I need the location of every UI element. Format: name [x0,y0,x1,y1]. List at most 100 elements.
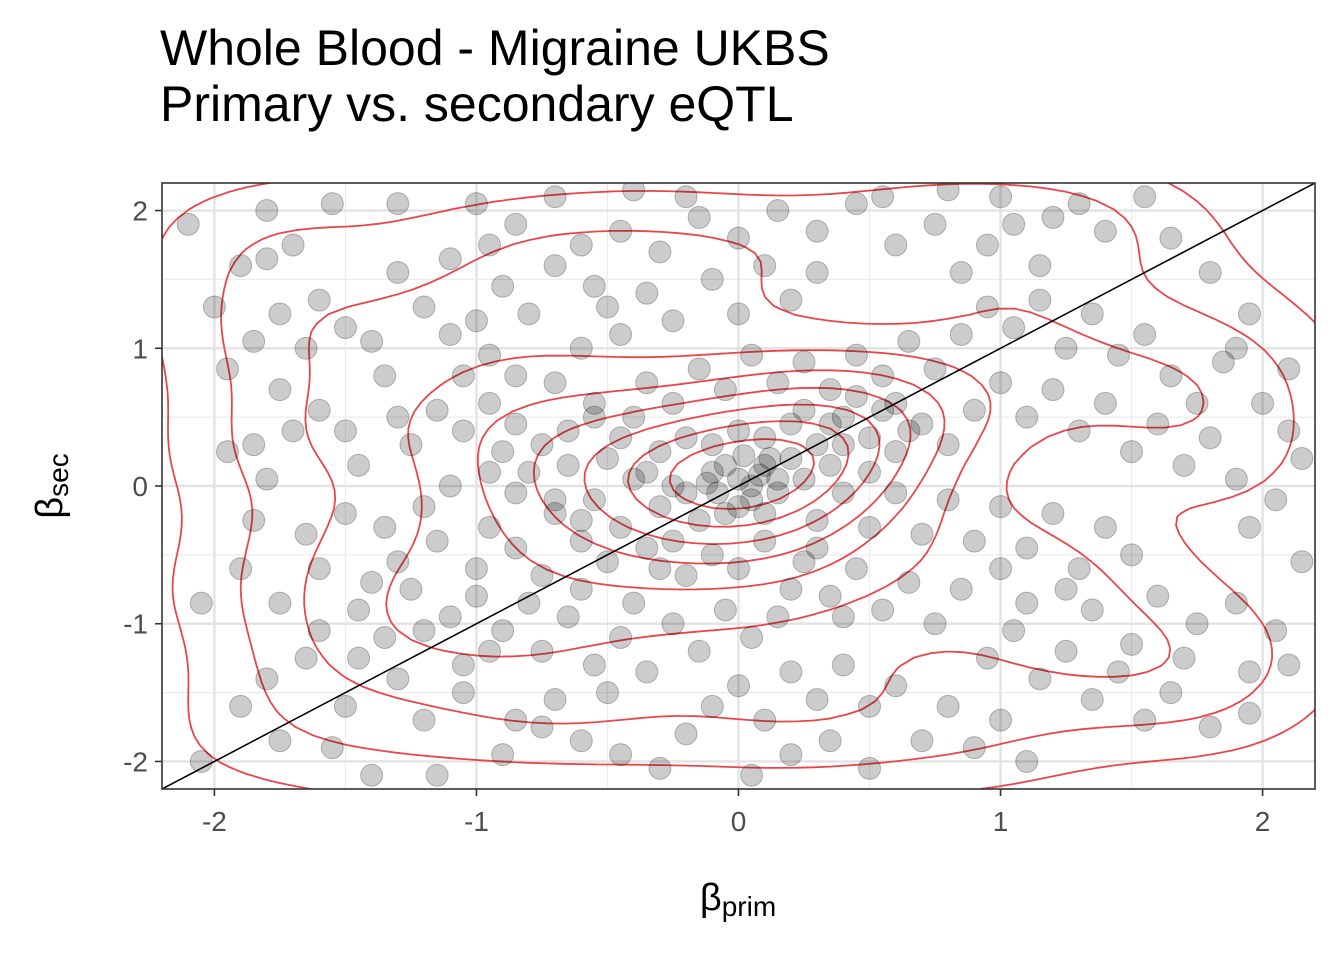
data-point [1290,446,1314,470]
data-point [713,502,737,526]
data-point [438,605,462,629]
data-point [491,440,515,464]
data-point [504,536,528,560]
data-point [1224,467,1248,491]
data-point [727,557,750,581]
data-point [1093,515,1117,539]
data-point [320,736,344,760]
data-point [674,481,698,505]
data-point [727,226,750,250]
data-point [176,212,200,236]
data-point [871,185,895,209]
data-point [818,729,842,753]
data-point [779,288,803,312]
data-point [936,694,960,718]
data-point [1237,515,1261,539]
data-point [779,743,803,767]
density-contour [220,183,1295,769]
data-point [202,295,226,319]
data-point [792,467,816,491]
data-point [818,453,842,477]
data-point [399,433,423,457]
data-point [674,426,698,450]
data-point [504,708,528,732]
data-point [569,529,593,553]
data-point [1015,749,1039,773]
data-point [595,550,619,574]
data-point [687,205,711,229]
data-point [582,405,606,429]
data-point [989,708,1013,732]
data-point [438,323,462,346]
data-point [425,529,449,553]
data-point [635,371,659,395]
data-point [844,343,868,367]
data-point [706,481,730,505]
data-point [753,529,777,553]
data-point [753,426,777,450]
data-point [1067,557,1091,581]
data-point [1198,261,1222,285]
data-point [818,412,842,436]
data-point [1198,715,1222,739]
data-point [1067,192,1091,216]
data-point [674,722,698,746]
data-point [543,254,567,278]
data-point [753,453,777,477]
data-point [582,391,606,415]
data-point [858,426,882,450]
y-tick-label: -1 [123,609,148,640]
density-contours [162,183,1315,789]
data-point [242,508,266,532]
data-point [844,384,868,408]
data-point [360,763,384,787]
data-point [595,446,619,470]
data-point [727,302,750,326]
data-point [451,419,475,443]
data-point [1054,639,1078,663]
data-point [1028,254,1052,278]
data-point [1133,323,1157,346]
data-point [1133,185,1157,209]
data-point [622,183,646,202]
data-point [831,653,855,677]
data-point [543,502,567,526]
data-point [1159,681,1183,705]
data-point [189,749,213,773]
data-point [674,185,698,209]
data-point [805,219,829,243]
data-point [556,419,580,443]
data-point [975,646,999,670]
data-point [438,247,462,271]
data-point [897,329,921,353]
data-point [412,708,436,732]
data-point [307,619,331,643]
data-point [478,391,502,415]
data-point [1264,619,1288,643]
data-point [360,329,384,353]
data-point [1106,660,1130,684]
data-point [464,309,488,333]
data-point [910,522,934,546]
data-point [582,274,606,298]
data-point [962,736,986,760]
x-tick-label: 1 [993,806,1009,837]
data-point [1080,302,1104,326]
data-point [504,364,528,388]
data-point [727,419,750,443]
data-point [478,460,502,484]
data-point [766,371,790,395]
data-point [255,667,279,691]
data-point [242,433,266,457]
data-point [844,192,868,216]
density-contour [385,349,992,658]
data-point [805,261,829,285]
data-point [871,598,895,622]
data-point [897,419,921,443]
data-point [884,481,908,505]
data-point [740,488,764,512]
data-point [478,233,502,257]
data-point [1106,343,1130,367]
data-point [661,529,685,553]
data-point [844,557,868,581]
